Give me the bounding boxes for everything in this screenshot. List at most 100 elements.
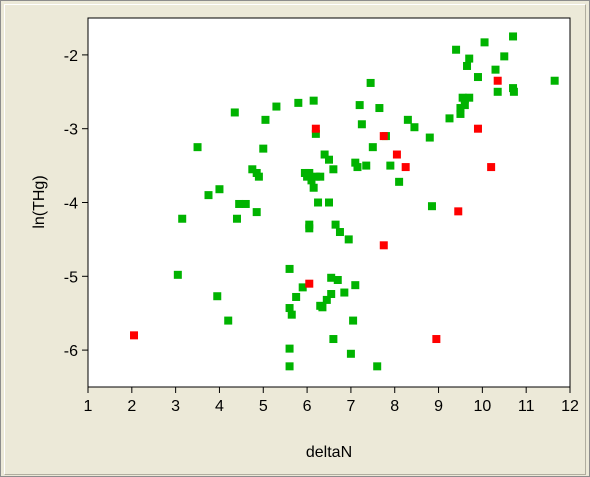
data-point [353,163,361,171]
data-point [288,311,296,319]
data-point [461,101,469,109]
data-point [454,207,462,215]
x-tick-label: 6 [303,398,312,415]
data-point [481,38,489,46]
data-point [432,335,440,343]
data-point [345,235,353,243]
data-point [551,77,559,85]
x-tick-label: 10 [473,398,491,415]
data-point [224,317,232,325]
data-point [347,350,355,358]
data-point [509,32,517,40]
data-point [318,303,326,311]
data-point [314,199,322,207]
x-tick-label: 11 [518,398,535,415]
data-point [386,162,394,170]
data-point [510,88,518,96]
data-point [380,132,388,140]
x-tick-label: 8 [390,398,399,415]
data-point [410,123,418,131]
data-point [395,178,403,186]
data-point [286,362,294,370]
data-point [474,125,482,133]
data-point [316,173,324,181]
x-tick-label: 2 [127,398,136,415]
data-point [174,271,182,279]
data-point [261,116,269,124]
data-point [215,185,223,193]
data-point [336,228,344,236]
data-point [329,165,337,173]
y-axis-title: ln(THg) [31,175,48,228]
x-tick-label: 1 [84,398,93,415]
data-point [233,215,241,223]
data-point [310,97,318,105]
data-point [305,224,313,232]
data-point [286,265,294,273]
data-point [362,162,370,170]
data-point [402,163,410,171]
data-point [426,134,434,142]
data-point [205,191,213,199]
data-point [358,120,366,128]
data-point [349,317,357,325]
data-point [332,221,340,229]
data-point [259,145,267,153]
data-point [334,276,342,284]
y-tick-label: -4 [64,196,78,213]
data-point [446,114,454,122]
data-point [404,116,412,124]
data-point [380,241,388,249]
x-tick-label: 4 [215,398,224,415]
data-point [452,46,460,54]
data-point [367,79,375,87]
data-point [487,163,495,171]
data-point [329,335,337,343]
data-point [393,151,401,159]
x-axis-title: deltaN [306,444,352,461]
data-point [500,52,508,60]
data-point [231,108,239,116]
data-point [255,173,263,181]
x-tick-label: 5 [259,398,268,415]
data-point [242,200,250,208]
data-point [351,281,359,289]
x-tick-label: 7 [346,398,355,415]
data-point [130,331,138,339]
data-point [327,290,335,298]
data-point [286,345,294,353]
data-point [310,184,318,192]
data-point [356,101,364,109]
data-point [428,202,436,210]
data-point [463,62,471,70]
x-tick-label: 9 [434,398,443,415]
data-point [194,143,202,151]
data-point [253,208,261,216]
data-point [312,125,320,133]
data-point [494,88,502,96]
y-tick-label: -6 [64,343,78,360]
data-point [325,156,333,164]
data-point [305,280,313,288]
data-point [325,199,333,207]
data-point [369,143,377,151]
data-point [178,215,186,223]
data-point [292,293,300,301]
data-point [492,66,500,74]
data-point [474,73,482,81]
x-tick-label: 12 [561,398,579,415]
y-tick-label: -5 [64,269,78,286]
data-point [494,77,502,85]
data-point [465,55,473,63]
data-point [272,103,280,111]
data-point [373,362,381,370]
data-point [465,94,473,102]
data-point [340,289,348,297]
x-tick-label: 3 [171,398,180,415]
y-tick-label: -2 [64,48,78,65]
data-point [213,292,221,300]
data-point [375,104,383,112]
y-tick-label: -3 [64,122,78,139]
data-point [294,99,302,107]
